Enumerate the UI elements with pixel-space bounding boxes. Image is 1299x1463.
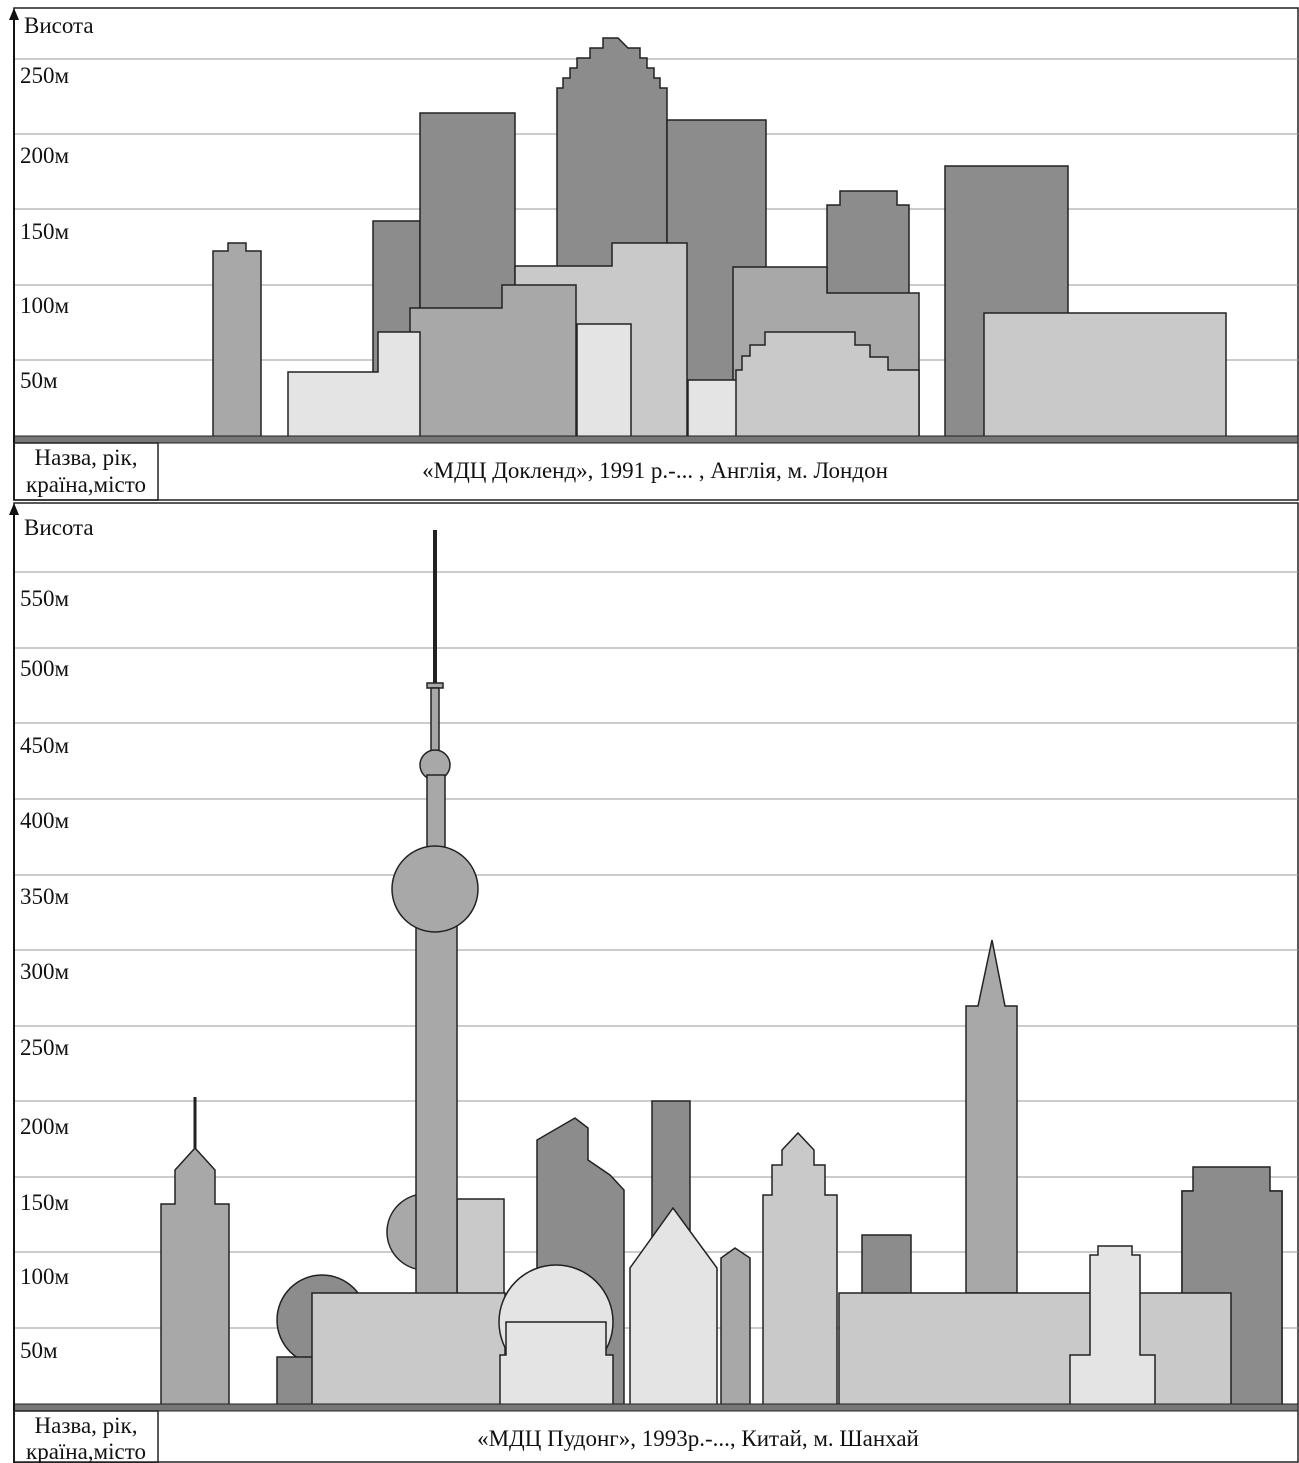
name-label: Назва, рік, [35,1413,138,1438]
ground-line [13,435,1299,444]
tick-label: 200м [20,143,70,168]
building [311,1292,506,1406]
tick-label: 350м [20,884,70,909]
tick-label: 300м [20,959,70,984]
shanghai-panel: Висота 550м 500м 450м 400м 350м 300м 250… [9,502,1299,1463]
name-label-box [13,442,159,501]
tick-label: 150м [20,1190,70,1215]
buildings [160,530,1283,1406]
name-label: країна,місто [26,472,146,497]
building [287,331,421,438]
building [1069,1245,1156,1406]
axis-arrow [9,8,19,20]
building [838,1292,1232,1406]
caption: «МДЦ Пудонг», 1993р.-..., Китай, м. Шанх… [477,1426,919,1451]
name-label-box [13,1410,159,1463]
tick-label: 150м [20,219,70,244]
caption: «МДЦ Докленд», 1991 р.-... , Англія, м. … [422,458,888,483]
tick-label: 250м [20,63,70,88]
tower-part [391,845,479,933]
name-label: Назва, рік, [35,445,138,470]
ground-line [13,1403,1299,1412]
building [983,312,1227,438]
building [576,323,632,438]
building [762,1131,838,1406]
buildings [212,37,1227,438]
tick-label: 50м [20,1338,58,1363]
tick-label: 100м [20,1264,70,1289]
building [160,1146,230,1406]
building [629,1206,718,1406]
tick-label: 450м [20,733,70,758]
building [720,1247,751,1406]
tick-label: 100м [20,293,70,318]
axis-arrow [9,503,19,515]
tick-label: 250м [20,1035,70,1060]
tick-label: 200м [20,1114,70,1139]
building [276,1356,318,1406]
london-panel: Висота 250м 200м 150м 100м 50м Назва, рі… [9,7,1299,501]
building [735,331,920,438]
building [861,1234,912,1296]
tick-label: 400м [20,808,70,833]
building [212,242,262,438]
building [499,1321,614,1406]
tick-label: 550м [20,586,70,611]
tick-label: 50м [20,368,58,393]
tick-label: 500м [20,656,70,681]
axis-label: Висота [24,13,94,38]
name-label: країна,місто [26,1439,146,1463]
building [965,939,1018,1294]
building [409,284,577,438]
tower-part [430,687,440,754]
axis-label: Висота [24,515,94,540]
